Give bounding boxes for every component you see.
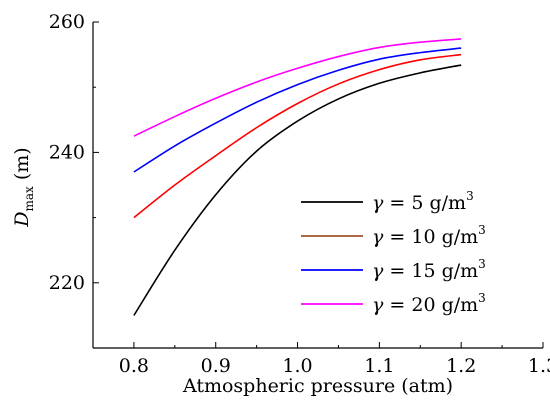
legend-label: γ = 10 g/m3 bbox=[372, 223, 486, 248]
legend-text-body: = 10 g/m bbox=[383, 226, 478, 248]
legend-item: γ = 15 g/m3 bbox=[301, 257, 486, 282]
legend-item: γ = 20 g/m3 bbox=[301, 291, 486, 316]
legend-symbol: γ bbox=[372, 260, 384, 282]
series-line-3 bbox=[133, 47, 462, 173]
series-line-2 bbox=[133, 53, 462, 219]
series-lines bbox=[133, 38, 462, 316]
legend-text-body: = 20 g/m bbox=[383, 294, 478, 316]
x-tick-label: 1.3 bbox=[528, 355, 550, 377]
legend-symbol: γ bbox=[372, 226, 384, 248]
plot-area: 0.8 0.9 1.0 1.1 1.2 1.3 220 240 260 bbox=[49, 11, 550, 377]
legend-item: γ = 5 g/m3 bbox=[301, 189, 474, 214]
x-tick-label: 0.9 bbox=[201, 355, 231, 377]
y-tick-label: 240 bbox=[49, 141, 85, 163]
y-axis-title-unit: (m) bbox=[11, 147, 33, 186]
legend-superscript: 3 bbox=[466, 189, 474, 203]
legend-text-body: = 5 g/m bbox=[383, 192, 466, 214]
y-tick-label: 260 bbox=[49, 11, 85, 33]
legend-text-body: = 15 g/m bbox=[383, 260, 478, 282]
x-tick-label: 1.1 bbox=[364, 355, 394, 377]
x-axis-title: Atmospheric pressure (atm) bbox=[182, 375, 453, 397]
series-line-4 bbox=[133, 38, 462, 137]
y-axis-title-main: D bbox=[11, 211, 33, 227]
legend-label: γ = 20 g/m3 bbox=[372, 291, 486, 316]
legend-label: γ = 5 g/m3 bbox=[372, 189, 474, 214]
legend-symbol: γ bbox=[372, 294, 384, 316]
y-axis-title: Dmax (m) bbox=[11, 147, 36, 227]
x-tick-label: 1.2 bbox=[446, 355, 476, 377]
legend-superscript: 3 bbox=[478, 291, 486, 305]
y-axis-title-subscript: max bbox=[22, 186, 36, 212]
series-line-1 bbox=[133, 64, 462, 316]
legend: γ = 5 g/m3γ = 10 g/m3γ = 15 g/m3γ = 20 g… bbox=[301, 189, 486, 316]
legend-superscript: 3 bbox=[478, 257, 486, 271]
x-tick-label: 1.0 bbox=[282, 355, 312, 377]
legend-symbol: γ bbox=[372, 192, 384, 214]
y-tick-label: 220 bbox=[49, 272, 85, 294]
x-tick-label: 0.8 bbox=[119, 355, 149, 377]
x-ticks: 0.8 0.9 1.0 1.1 1.2 1.3 bbox=[92, 342, 550, 377]
legend-item: γ = 10 g/m3 bbox=[301, 223, 486, 248]
legend-superscript: 3 bbox=[478, 223, 486, 237]
legend-label: γ = 15 g/m3 bbox=[372, 257, 486, 282]
y-ticks: 220 240 260 bbox=[49, 11, 99, 349]
